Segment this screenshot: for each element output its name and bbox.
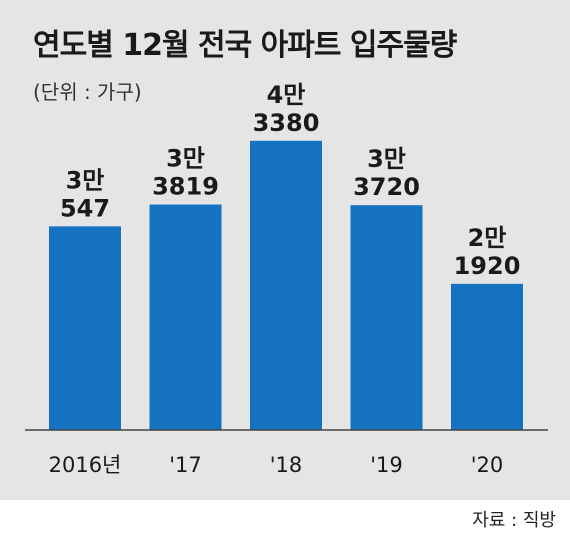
data-label-1-0: 3만 — [166, 145, 205, 173]
data-label-2-1: 3380 — [253, 109, 320, 137]
x-tick-labels-group: 2016년 '17 '18 '19 '20 — [49, 453, 504, 477]
data-label-4-0: 2만 — [468, 224, 507, 252]
data-label-2-0: 4만 — [267, 81, 306, 109]
bar-4 — [451, 283, 523, 430]
data-label-3-1: 3720 — [353, 173, 420, 201]
x-tick-label-0: 2016년 — [49, 453, 122, 477]
bar-1 — [149, 204, 222, 430]
unit-label: (단위 : 가구) — [33, 80, 142, 104]
x-tick-label-1: '17 — [169, 453, 202, 477]
x-tick-label-3: '19 — [370, 453, 403, 477]
data-label-0-1: 547 — [60, 194, 110, 222]
x-tick-label-4: '20 — [471, 453, 504, 477]
bar-2 — [250, 140, 322, 431]
data-label-3-0: 3만 — [367, 145, 406, 173]
data-label-0-0: 3만 — [66, 166, 105, 194]
source-note: 자료 : 직방 — [472, 510, 556, 531]
bar-0 — [49, 226, 121, 430]
bars-group — [49, 140, 523, 431]
data-label-4-1: 1920 — [454, 252, 521, 280]
bar-3 — [350, 205, 423, 430]
x-tick-label-2: '18 — [270, 453, 303, 477]
chart-title: 연도별 12월 전국 아파트 입주물량 — [33, 28, 457, 63]
data-label-1-1: 3819 — [152, 173, 219, 201]
